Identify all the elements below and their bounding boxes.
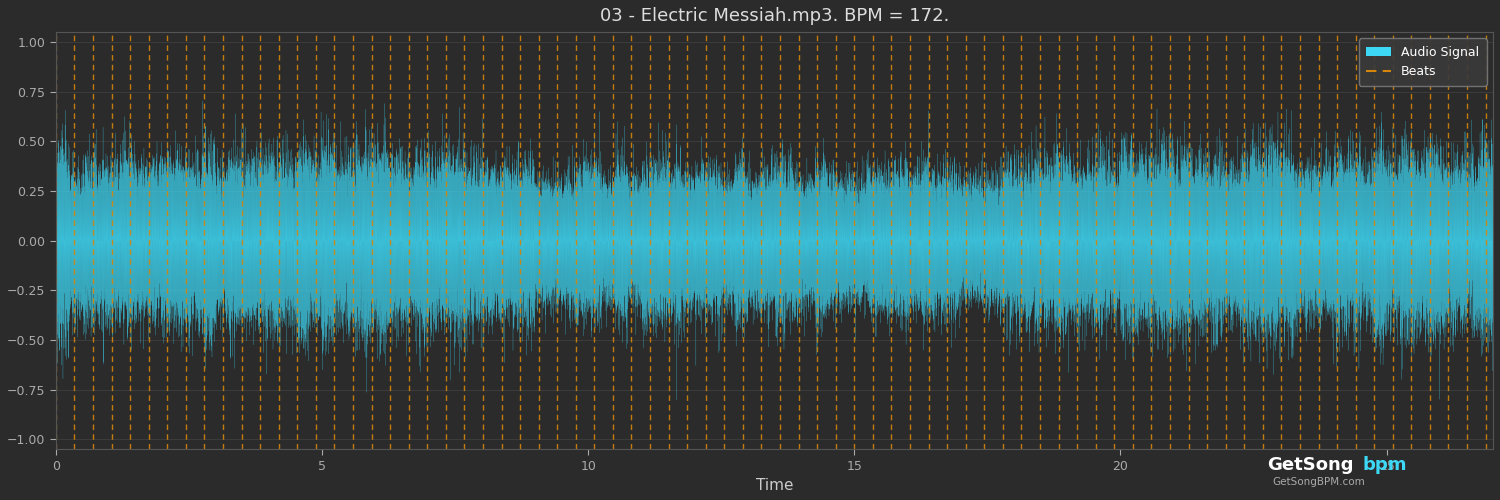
- Title: 03 - Electric Messiah.mp3. BPM = 172.: 03 - Electric Messiah.mp3. BPM = 172.: [600, 7, 950, 25]
- Text: bpm: bpm: [1362, 456, 1407, 474]
- Text: GetSong: GetSong: [1268, 456, 1354, 474]
- X-axis label: Time: Time: [756, 478, 794, 493]
- Legend: Audio Signal, Beats: Audio Signal, Beats: [1359, 38, 1486, 86]
- Text: GetSongBPM.com: GetSongBPM.com: [1272, 477, 1365, 487]
